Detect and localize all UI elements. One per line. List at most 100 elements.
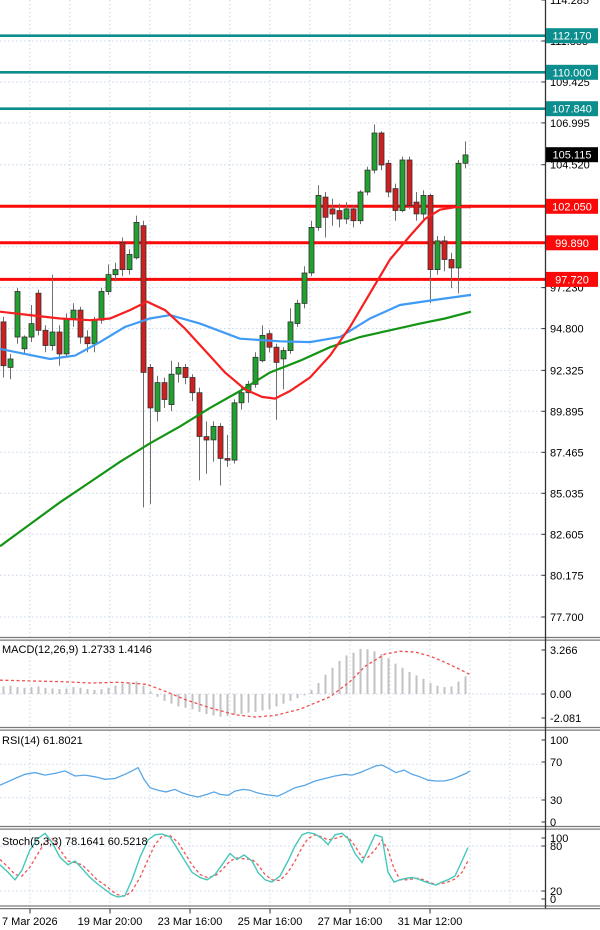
- candle-bullish: [343, 208, 350, 220]
- candle-bullish: [462, 154, 469, 164]
- resistance-price-badge-bg: [546, 101, 598, 117]
- candle-bullish: [434, 240, 441, 270]
- resistance-price-badge: 112.170: [546, 28, 598, 44]
- stoch-axis-label: 20: [550, 886, 562, 898]
- candle-bearish: [42, 329, 49, 346]
- resistance-price-badge-text: 110.000: [553, 67, 592, 79]
- support-price-badge-text: 97.720: [555, 274, 589, 286]
- time-axis-label: 7 Mar 2026: [2, 916, 58, 928]
- stoch-k-line: [0, 831, 469, 898]
- candle-bullish: [210, 425, 217, 441]
- macd-axis-label: -2.081: [550, 713, 581, 725]
- price-tick-label: 109.425: [550, 77, 590, 89]
- macd-axis-label: 0.00: [550, 689, 571, 701]
- candle-bearish: [385, 162, 392, 193]
- price-tick-label: 104.520: [550, 160, 590, 172]
- price-tick-label: 92.325: [550, 365, 584, 377]
- candle-bearish: [322, 196, 329, 218]
- candle-bearish: [217, 425, 224, 459]
- ma-red-fast: [0, 206, 471, 400]
- macd-title: MACD(12,26,9) 1.2733 1.4146: [2, 644, 152, 656]
- resistance-price-badge-bg: [546, 28, 598, 44]
- candle-bearish: [56, 331, 63, 355]
- support-price-badge: 99.890: [546, 235, 598, 251]
- candle-bearish: [161, 382, 168, 400]
- macd-panel: [0, 648, 471, 718]
- candle-bearish: [203, 436, 210, 441]
- price-tick-label: 85.035: [550, 488, 584, 500]
- candle-bullish: [371, 132, 378, 171]
- candle-bearish: [406, 159, 413, 206]
- stoch-axis-label: 100: [550, 833, 568, 845]
- resistance-price-badge-bg: [546, 64, 598, 80]
- macd-axis: 3.266 0.00 -2.081: [541, 645, 581, 725]
- candle-bullish: [7, 358, 14, 368]
- candle-bullish: [315, 194, 322, 228]
- candle-bearish: [329, 208, 336, 215]
- candle-bullish: [175, 366, 182, 375]
- price-tick-label: 82.605: [550, 529, 584, 541]
- price-tick-label: 77.700: [550, 612, 584, 624]
- price-axis: 114.285111.855109.425106.995104.52097.23…: [541, 0, 590, 624]
- candle-bullish: [294, 302, 301, 324]
- candle-bullish: [259, 334, 266, 362]
- candle-bullish: [357, 191, 364, 222]
- macd-axis-label: 3.266: [550, 645, 578, 657]
- rsi-line: [0, 764, 471, 798]
- candle-bullish: [49, 331, 56, 346]
- grid-vertical: [29, 0, 511, 906]
- time-axis: 7 Mar 2026 19 Mar 20:00 23 Mar 16:00 25 Mar…: [2, 909, 462, 928]
- candle-bearish: [77, 309, 84, 338]
- candle-bullish: [238, 392, 245, 404]
- rsi-axis-label: 30: [550, 795, 562, 807]
- stoch-d-line: [0, 834, 469, 897]
- current-price-badge-bg: [546, 147, 598, 163]
- current-price-badge-text: 105.115: [553, 150, 592, 162]
- support-price-badge-bg: [546, 198, 598, 214]
- candle-bearish: [427, 194, 434, 270]
- rsi-axis: 100 70 30 0: [541, 735, 568, 829]
- support-price-badge: 97.720: [546, 271, 598, 287]
- candle-bearish: [350, 208, 357, 222]
- ma-blue-mid: [0, 293, 472, 361]
- candle-bullish: [364, 169, 371, 193]
- support-price-badge-text: 102.050: [552, 201, 592, 213]
- candle-bearish: [413, 201, 420, 215]
- support-price-badge-bg: [546, 235, 598, 251]
- candle-bullish: [154, 382, 161, 412]
- rsi-axis-label: 100: [550, 735, 568, 747]
- candle-bullish: [280, 350, 287, 360]
- candle-bullish: [252, 356, 259, 385]
- candle-bearish: [336, 210, 343, 220]
- support-price-badge-bg: [546, 271, 598, 287]
- price-tick-label: 94.800: [550, 324, 584, 336]
- candle-bullish: [455, 162, 462, 269]
- candle-bullish: [168, 373, 175, 406]
- price-tick-label: 106.995: [550, 118, 590, 130]
- price-tick-label: 87.465: [550, 447, 584, 459]
- candle-bearish: [147, 366, 154, 409]
- resistance-price-badge-text: 107.840: [552, 104, 592, 116]
- candle-bullish: [126, 253, 133, 270]
- candle-bullish: [91, 319, 98, 345]
- candle-bearish: [448, 259, 455, 269]
- time-axis-label: 25 Mar 16:00: [238, 916, 303, 928]
- candle-bearish: [441, 240, 448, 260]
- support-price-badge-text: 99.890: [555, 238, 589, 250]
- candle-bullish: [105, 274, 112, 292]
- time-axis-label: 19 Mar 20:00: [78, 916, 143, 928]
- stoch-panel: [0, 831, 469, 898]
- macd-signal-line: [0, 650, 471, 718]
- candle-bearish: [119, 242, 126, 271]
- rsi-title: RSI(14) 61.8021: [2, 735, 83, 747]
- price-tick-label: 80.175: [550, 570, 584, 582]
- stoch-title: Stoch(5,3,3) 78.1641 60.5218: [2, 836, 148, 848]
- price-tick-label: 89.895: [550, 406, 584, 418]
- candle-bearish: [0, 321, 7, 367]
- candle-bullish: [63, 318, 70, 355]
- candle-bullish: [28, 323, 35, 338]
- candle-bearish: [84, 336, 91, 345]
